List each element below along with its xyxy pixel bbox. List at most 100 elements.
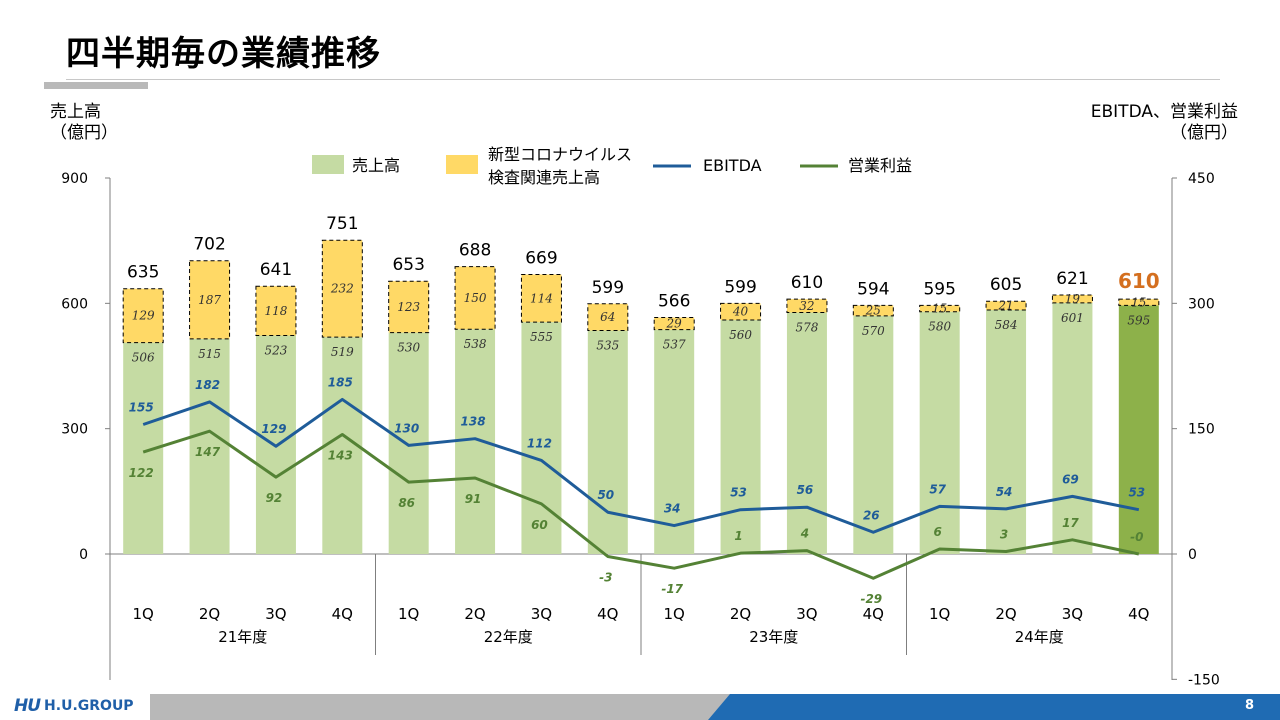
ebitda-line [142,397,1140,534]
quarter-label: 3Q [531,605,552,623]
ebitda-value-label: 69 [1062,472,1079,486]
op-income-value-label: 1 [734,529,742,543]
chart-bars [122,239,1160,554]
covid-value-label: 150 [464,291,487,305]
covid-value-label: 187 [198,293,221,307]
ebitda-value-label: 182 [195,378,220,392]
sales-bar [189,338,230,554]
covid-sales-bar [255,285,297,337]
sales-bar [123,342,164,554]
covid-value-label: 21 [997,299,1013,313]
right-tick-label: 300 [1188,296,1215,312]
sales-bar [322,337,363,554]
covid-sales-bar [122,288,164,344]
quarter-label: 2Q [730,605,751,623]
total-sales-label: 653 [392,255,424,275]
quarter-label: 4Q [863,605,884,623]
fiscal-year-label: 23年度 [749,628,798,646]
covid-sales-bar [786,298,828,314]
sales-bar [255,335,296,554]
covid-sales-bar [852,304,894,317]
total-sales-label: 599 [592,278,624,298]
op-income-value-label: 122 [129,466,154,480]
op-income-value-label: 91 [465,492,482,506]
total-sales-label: 641 [260,260,292,280]
op-income-value-label: -17 [661,582,683,596]
total-sales-label: 566 [658,292,690,312]
sales-value-label: 570 [862,324,885,338]
quarter-label: 3Q [1062,605,1083,623]
quarter-label: 2Q [199,605,220,623]
covid-value-label: 114 [530,291,553,305]
left-axis-title-line-1: 売上高 [50,102,101,122]
covid-value-label: 123 [397,300,420,314]
covid-value-label: 32 [799,299,814,313]
ebitda-value-label: 129 [261,422,286,436]
sales-bar [587,330,628,554]
total-sales-label: 599 [724,277,756,297]
covid-sales-bar [985,300,1027,311]
covid-value-label: 64 [600,310,615,324]
total-sales-label: 669 [525,249,557,269]
title-accent-bar [44,82,148,89]
covid-sales-bar [1051,294,1093,304]
covid-sales-bar [720,302,762,321]
covid-sales-bar [1118,298,1160,306]
op-income-value-label: 143 [328,449,353,463]
covid-sales-bar [189,260,231,340]
covid-value-label: 232 [330,282,354,296]
covid-value-label: 25 [865,304,881,318]
legend-sales-swatch [312,155,344,174]
sales-value-label: 580 [928,320,951,334]
covid-value-label: 129 [132,309,155,323]
sales-bar [919,311,960,554]
ebitda-value-label: 54 [996,485,1013,499]
total-sales-label: 594 [857,279,889,299]
op-income-value-label: -29 [860,592,882,606]
ebitda-value-label: 50 [597,488,614,502]
covid-sales-bar [388,280,430,334]
right-axis-title-line-2: （億円） [1170,123,1238,143]
page-title: 四半期毎の業績推移 [66,34,381,74]
covid-value-label: 19 [1065,292,1081,306]
sales-bar [455,329,496,554]
ebitda-value-label: 34 [664,502,681,516]
left-axis-title-line-2: （億円） [50,123,118,143]
covid-value-label: 15 [1131,295,1146,309]
total-sales-label: 595 [923,279,955,299]
op-income-line [142,429,1140,580]
sales-value-label: 601 [1061,311,1084,325]
sales-bar [720,320,761,554]
quarter-label: 3Q [265,605,286,623]
right-axis-title: EBITDA、営業利益 （億円） [1091,102,1238,144]
quarter-label: 1Q [929,605,950,623]
sales-value-label: 555 [530,330,553,344]
legend-covid-label-line-2: 検査関連売上高 [488,168,600,187]
page-number: 8 [1244,698,1254,713]
sales-bar [853,315,894,554]
total-sales-label: 635 [127,263,159,283]
legend-covid-label-line-1: 新型コロナウイルス [488,145,632,164]
op-income-value-label: 6 [934,525,942,539]
left-tick-label: 900 [61,171,88,187]
chart-labels: 5061296355151877025231186415192327515301… [127,214,1160,606]
legend-op-income-label: 営業利益 [848,156,912,175]
covid-sales-bar [587,303,629,331]
total-sales-label: 621 [1056,269,1088,289]
fiscal-year-label: 24年度 [1015,628,1064,646]
covid-sales-bar [321,239,363,338]
covid-sales-bar [454,266,496,330]
covid-value-label: 15 [932,302,947,316]
sales-bar [986,310,1027,554]
sales-value-label: 515 [198,347,221,361]
sales-value-label: 560 [729,328,752,342]
ebitda-value-label: 130 [394,421,419,435]
quarter-label: 4Q [597,605,618,623]
ebitda-value-label: 56 [797,483,814,497]
op-income-value-label: 147 [195,445,221,459]
quarter-label: 4Q [1128,605,1149,623]
sales-bar [521,322,562,554]
sales-value-label: 595 [1127,313,1150,327]
right-tick-label: 150 [1188,422,1215,438]
